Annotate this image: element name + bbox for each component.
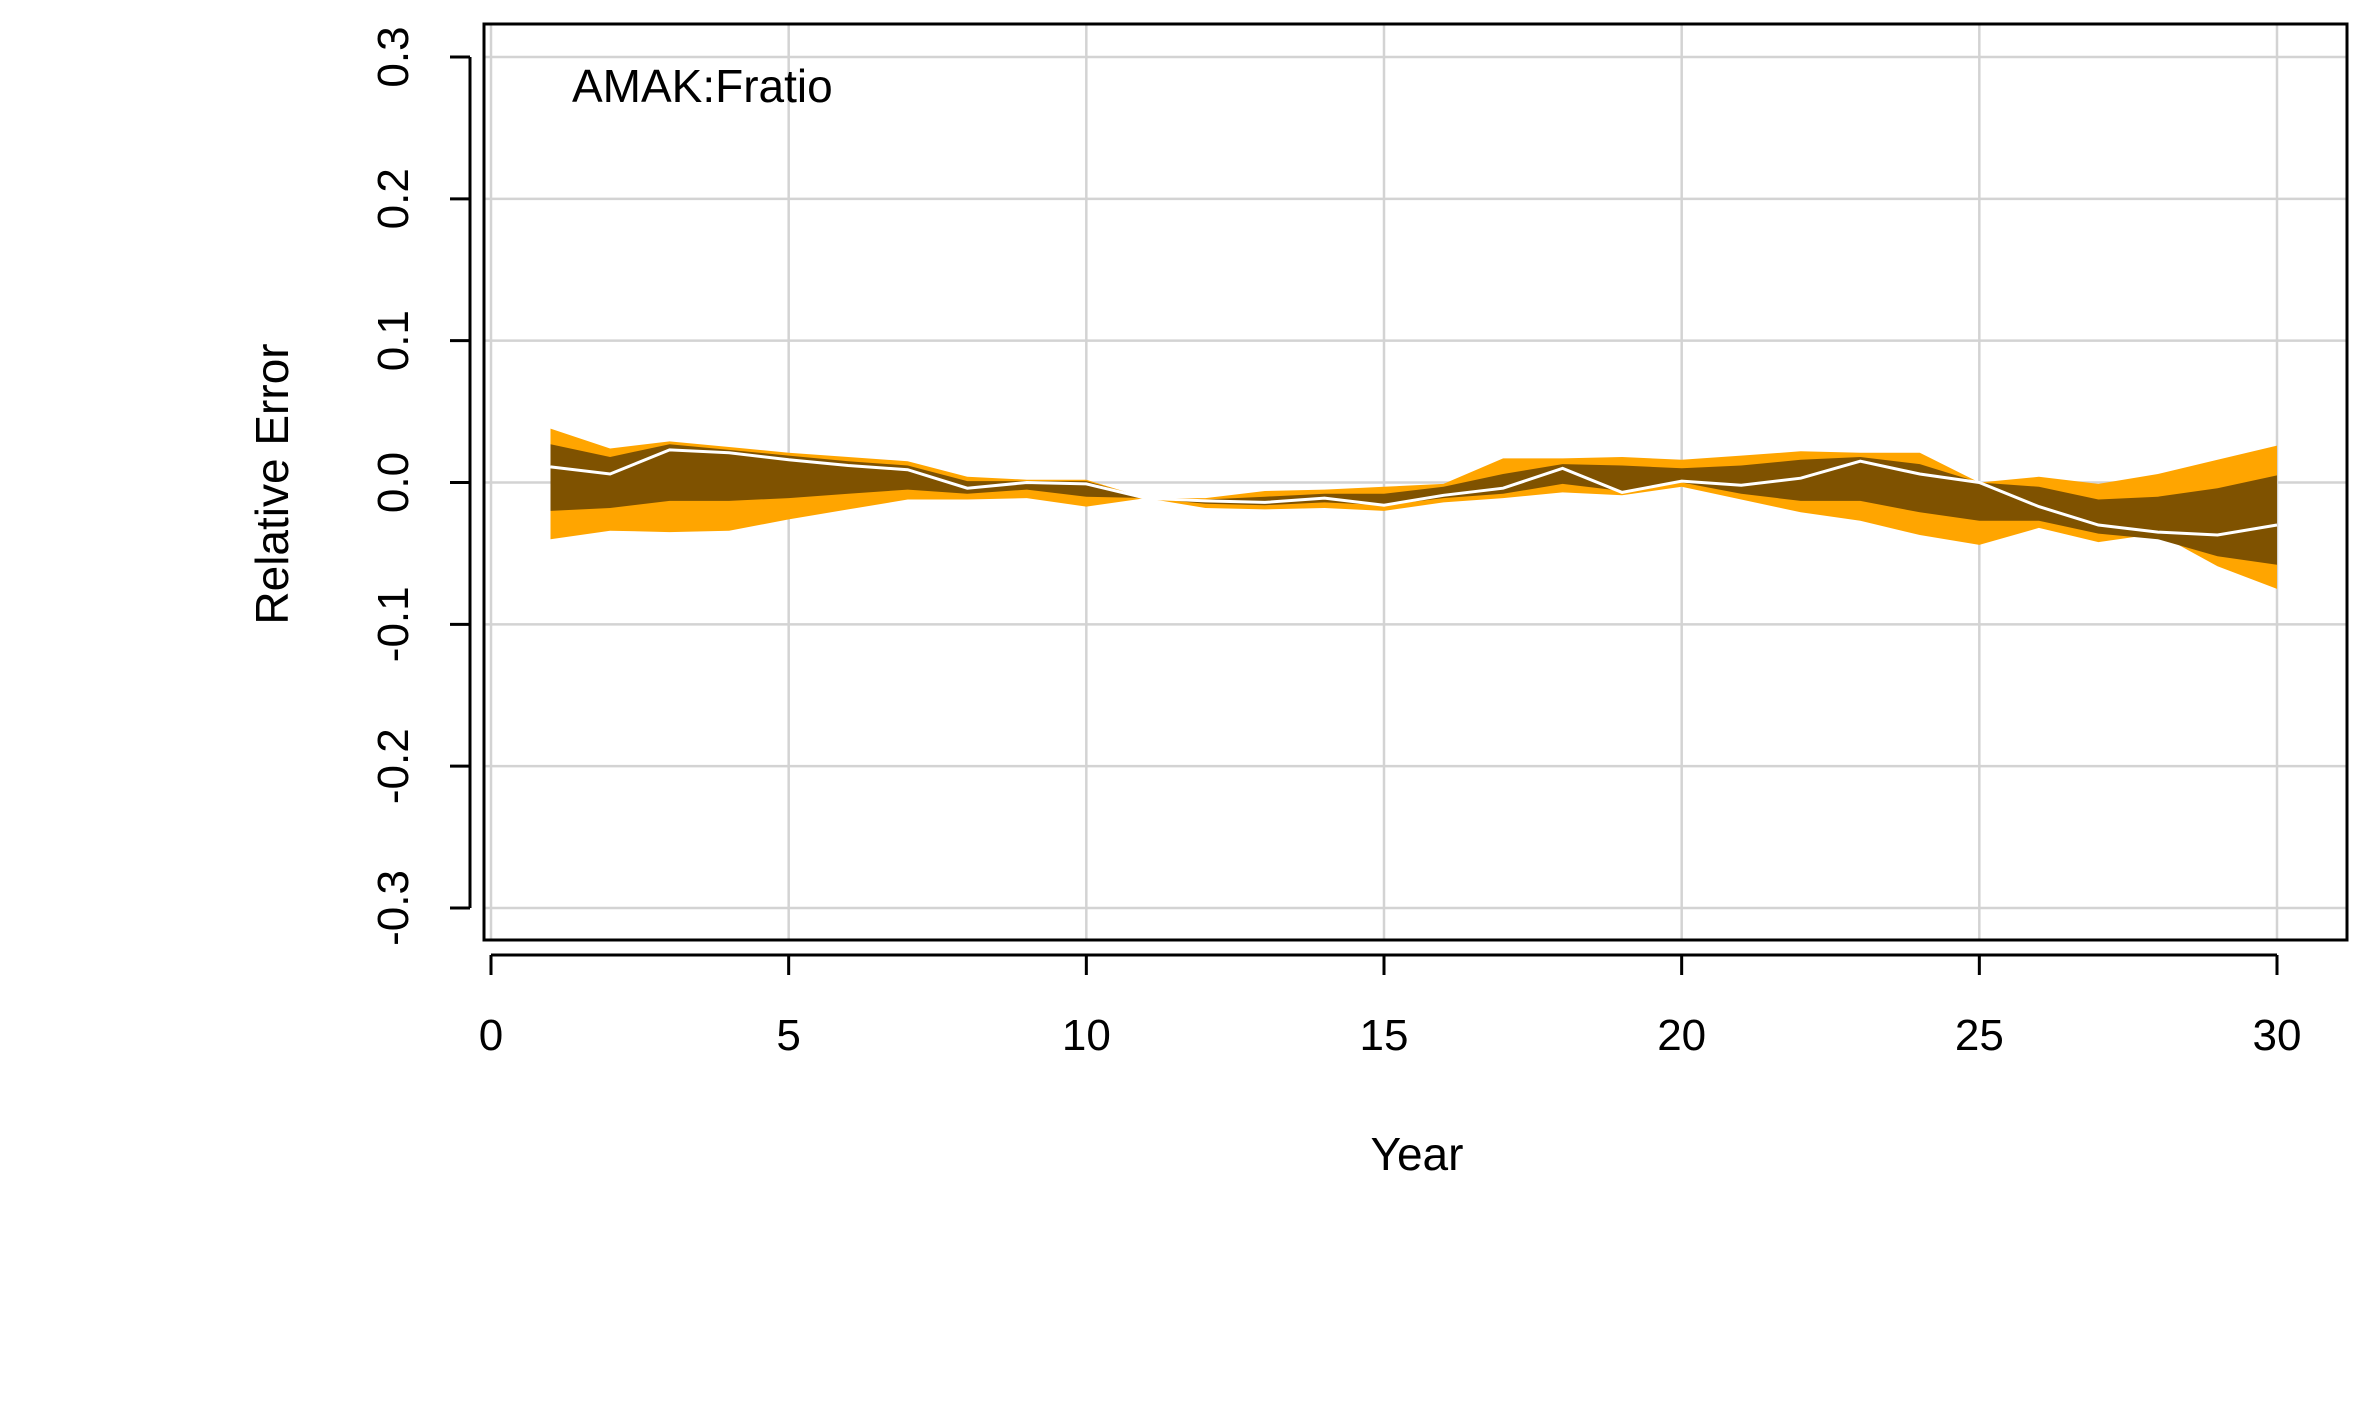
x-axis-label: Year — [1371, 1128, 1464, 1180]
axes: 0 5 10 15 20 25 30 -0.3 -0.2 -0.1 0.0 0.1 0.2 0.3 — [369, 26, 2301, 1060]
median-line — [550, 448, 2278, 537]
uncertainty-bands — [550, 428, 2277, 589]
x-tick-label-0: 0 — [479, 1011, 503, 1060]
chart-annotation: AMAK:Fratio — [572, 60, 833, 112]
x-tick-label-10: 10 — [1062, 1011, 1111, 1060]
x-tick-label-20: 20 — [1657, 1011, 1706, 1060]
y-tick-label-3: 0.0 — [369, 452, 418, 513]
x-tick-label-15: 15 — [1360, 1011, 1409, 1060]
x-tick-label-5: 5 — [776, 1011, 800, 1060]
y-tick-label-6: 0.3 — [369, 26, 418, 87]
y-tick-label-4: 0.1 — [369, 310, 418, 371]
x-tick-label-30: 30 — [2253, 1011, 2302, 1060]
y-tick-label-5: 0.2 — [369, 168, 418, 229]
y-axis-label: Relative Error — [246, 343, 298, 624]
y-tick-label-0: -0.3 — [369, 870, 418, 946]
y-tick-label-2: -0.1 — [369, 586, 418, 662]
median-line-group — [550, 448, 2278, 537]
y-tick-label-1: -0.2 — [369, 728, 418, 804]
inner-band — [550, 444, 2277, 565]
plot-frame — [482, 22, 2349, 942]
x-tick-label-25: 25 — [1955, 1011, 2004, 1060]
